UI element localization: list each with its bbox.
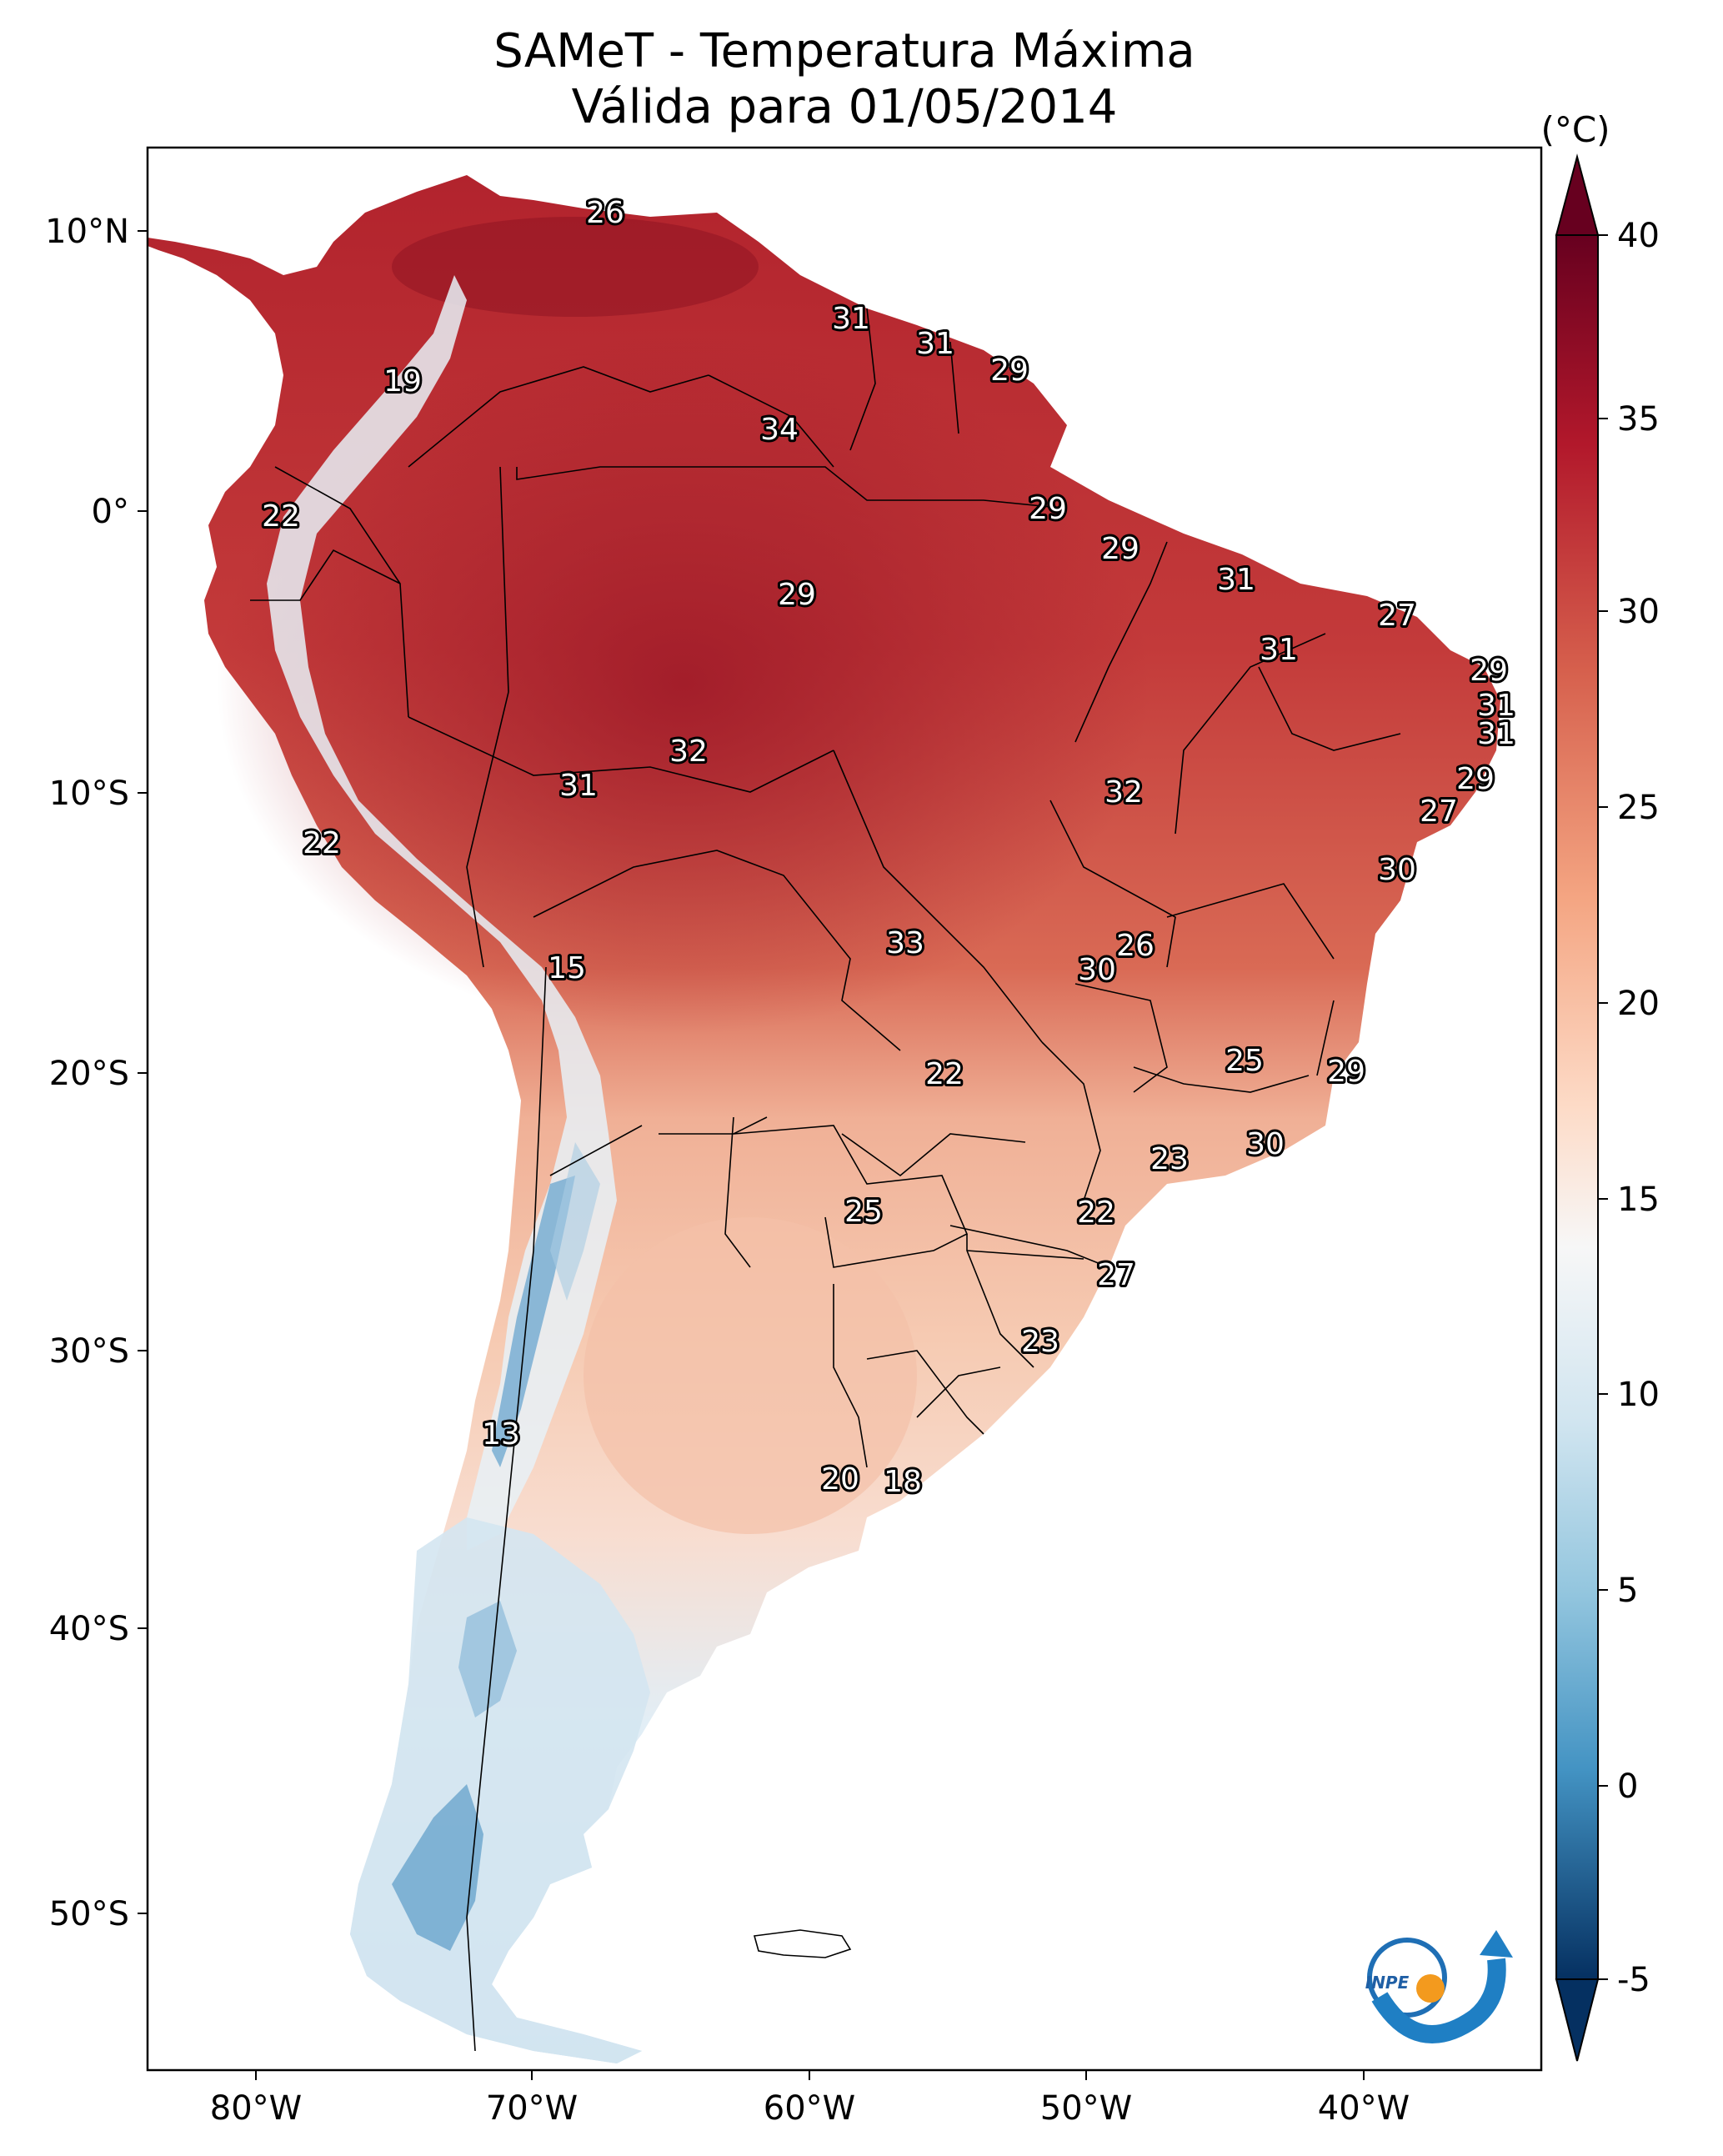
- map-label: 25: [1225, 1044, 1264, 1078]
- map-label: 31: [559, 769, 598, 803]
- country-borders: [250, 308, 1401, 2052]
- map-temperature-labels: 26 31 31 29 19 34 22 29 29 29 31 27 31 2…: [259, 193, 1518, 1502]
- map-label: 22: [262, 499, 300, 534]
- map-label: 29: [1456, 762, 1495, 796]
- colorbar-tick-label: 0: [1617, 1767, 1638, 1806]
- map-label: 31: [916, 327, 954, 361]
- map-label: 15: [548, 951, 586, 985]
- x-tick-label: 40°W: [1318, 2089, 1410, 2128]
- y-tick-label: 50°S: [49, 1895, 129, 1933]
- map-label: 23: [1021, 1325, 1059, 1359]
- map-label: 34: [760, 413, 799, 447]
- x-tick-label: 60°W: [764, 2089, 855, 2128]
- y-tick-label: 40°S: [49, 1610, 129, 1648]
- map-label: 18: [884, 1465, 922, 1499]
- map-label: 13: [482, 1417, 520, 1452]
- logo-text: INPE: [1365, 1973, 1410, 1993]
- x-tick-label: 80°W: [210, 2089, 302, 2128]
- map-label: 32: [669, 735, 708, 769]
- y-tick-label: 0°: [92, 493, 129, 531]
- map-label: 31: [1477, 689, 1515, 723]
- map-label: 30: [1078, 953, 1116, 987]
- colorbar-tick-label: 25: [1617, 789, 1660, 827]
- map-label: 23: [1150, 1142, 1189, 1176]
- map-frame: [146, 146, 1543, 2072]
- map-label: 33: [886, 926, 924, 960]
- colorbar-top-triangle: [1555, 153, 1600, 236]
- map-label: 27: [1420, 795, 1458, 829]
- y-axis: 10°N 0° 10°S 20°S 30°S 40°S 50°S: [45, 213, 148, 1933]
- x-axis: 80°W 70°W 60°W 50°W 40°W: [210, 2070, 1410, 2128]
- colorbar-tick-label: 30: [1617, 593, 1660, 631]
- colorbar-tick-label: 15: [1617, 1181, 1660, 1219]
- inpe-logo: INPE: [1365, 1930, 1513, 2043]
- map-label: 27: [1378, 599, 1416, 633]
- map-label: 31: [1477, 717, 1515, 751]
- map-label: 30: [1246, 1127, 1285, 1161]
- map-label: 31: [1260, 633, 1298, 667]
- title-line-2: Válida para 01/05/2014: [572, 80, 1118, 134]
- colorbar-tick-label: 35: [1617, 400, 1660, 439]
- x-tick-label: 70°W: [486, 2089, 578, 2128]
- x-tick-label: 50°W: [1040, 2089, 1132, 2128]
- map-label: 29: [1327, 1055, 1365, 1089]
- map-label: 22: [1077, 1196, 1115, 1230]
- colorbar: (°C) 40 35 30 25 20 15 10 5 0 -5: [1540, 109, 1660, 2062]
- map-plot-area: 26 31 31 29 19 34 22 29 29 29 31 27 31 2…: [148, 148, 1541, 2070]
- map-label: 27: [1097, 1258, 1135, 1292]
- colorbar-gradient: [1555, 234, 1599, 1980]
- colorbar-bottom-triangle: [1555, 1978, 1600, 2062]
- falkland-islands: [753, 1929, 852, 1958]
- map-label: 26: [1116, 929, 1155, 963]
- map-label: 25: [844, 1195, 883, 1229]
- colorbar-tick-label: 20: [1617, 985, 1660, 1023]
- colorbar-unit: (°C): [1540, 109, 1610, 150]
- map-label: 30: [1378, 853, 1416, 887]
- map-label: 19: [383, 364, 422, 399]
- map-label: 32: [1104, 775, 1143, 810]
- map-label: 31: [1217, 563, 1255, 597]
- map-label: 22: [925, 1057, 964, 1091]
- colorbar-tick-label: 10: [1617, 1376, 1660, 1414]
- colorbar-tick-label: 40: [1617, 217, 1660, 255]
- map-label: 29: [990, 353, 1029, 388]
- map-label: 29: [778, 578, 816, 612]
- colorbar-ticks: 40 35 30 25 20 15 10 5 0 -5: [1598, 217, 1660, 1999]
- map-label: 29: [1470, 654, 1508, 688]
- map-label: 26: [586, 196, 624, 230]
- map-label: 29: [1029, 492, 1067, 526]
- map-label: 31: [832, 302, 870, 336]
- y-tick-label: 30°S: [49, 1332, 129, 1371]
- colorbar-tick-label: -5: [1617, 1961, 1650, 1999]
- y-tick-label: 10°N: [45, 213, 129, 251]
- map-label: 29: [1101, 532, 1139, 566]
- colorbar-tick-label: 5: [1617, 1572, 1638, 1610]
- y-tick-label: 10°S: [49, 775, 129, 813]
- map-label: 22: [303, 826, 341, 860]
- title-line-1: SAMeT - Temperatura Máxima: [493, 24, 1195, 78]
- map-label: 20: [821, 1462, 859, 1497]
- y-tick-label: 20°S: [49, 1055, 129, 1093]
